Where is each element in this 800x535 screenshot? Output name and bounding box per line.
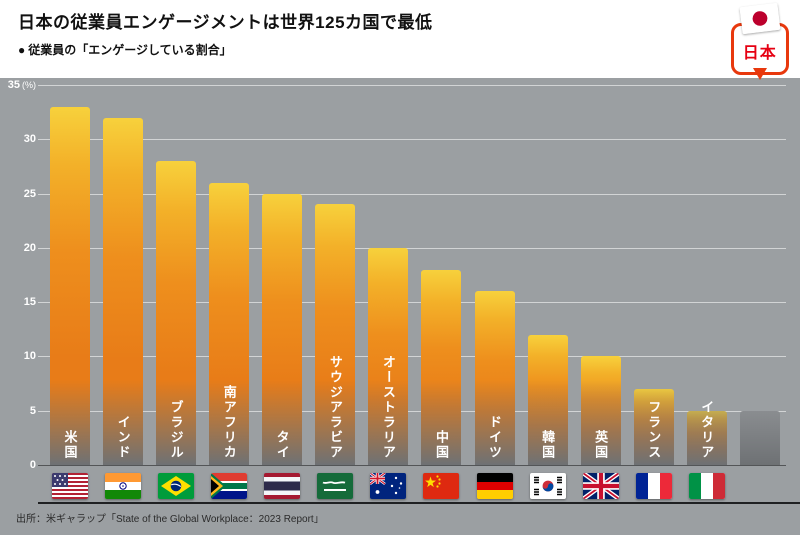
y-tick-25: 25 <box>23 187 36 200</box>
bar-label-in: インド <box>115 415 131 460</box>
y-tick-20: 20 <box>23 241 36 254</box>
gridline-25 <box>38 193 786 195</box>
bar-label-sa: サウジアラビア <box>327 355 343 460</box>
flag-jp-icon <box>739 2 781 35</box>
flag-sa-icon <box>317 473 354 499</box>
flag-gb-icon <box>582 473 619 499</box>
chart-subtitle: ● 従業員の「エンゲージしている割合」 <box>18 41 782 58</box>
flag-au-icon <box>370 473 407 499</box>
bar-label-de: ドイツ <box>487 415 502 460</box>
bar-label-br: ブラジル <box>168 400 184 460</box>
gridline-10 <box>38 356 786 358</box>
bar-label-cn: 中国 <box>433 430 449 460</box>
header: 日本の従業員エンゲージメントは世界125カ国で最低 ● 従業員の「エンゲージしてい… <box>0 0 800 59</box>
bar-sa: サウジアラビア <box>315 204 356 465</box>
y-tick-10: 10 <box>23 350 36 363</box>
flag-kr-icon <box>529 473 566 499</box>
subtitle-text: 従業員の「エンゲージしている割合」 <box>28 43 232 58</box>
gridline-0 <box>38 465 786 466</box>
bar-th: タイ <box>262 193 303 465</box>
bar-gb: 英国 <box>580 356 621 465</box>
gridline-15 <box>38 302 786 304</box>
source-note: 出所：米ギャラップ「State of the Global Workplace：… <box>16 514 324 525</box>
gridline-5 <box>38 410 786 412</box>
bar-label-za: 南アフリカ <box>221 385 237 460</box>
bar-series: 米国 インド ブラジル 南アフリカタイ サウジアラビア オーストラリア中国 ドイツ 韓国 英国 フ… <box>44 2 789 499</box>
bar-za: 南アフリカ <box>209 182 250 465</box>
japan-callout-bubble: 日本 <box>730 23 789 75</box>
bar-label-kr: 韓国 <box>540 430 556 460</box>
bar-br: ブラジル <box>156 161 197 465</box>
bar-label-fr: フランス <box>646 400 662 460</box>
bar-label-us: 米国 <box>62 430 78 460</box>
plot-area: 0 5 10 15 20 25 30 35 (%) 米国 インド ブラジル 南アフリカタイ サウジアラビア… <box>8 2 789 499</box>
chart-title: 日本の従業員エンゲージメントは世界125カ国で最低 <box>18 13 433 32</box>
flag-fr-icon <box>635 473 672 499</box>
y-tick-0: 0 <box>29 459 36 471</box>
japan-callout-label: 日本 <box>742 45 777 62</box>
y-tick-15: 15 <box>23 296 36 309</box>
bar-jp <box>739 410 780 465</box>
y-tick-5: 5 <box>29 404 36 417</box>
flag-it-icon <box>688 473 725 499</box>
flag-th-icon <box>264 473 301 499</box>
bar-in: インド <box>103 117 144 465</box>
subtitle-bullet: ● <box>18 43 26 58</box>
bar-column-au: オーストラリア <box>368 85 409 499</box>
flag-de-icon <box>476 473 513 499</box>
bar-column-sa: サウジアラビア <box>315 85 356 499</box>
bar-column-jp: 日本 <box>730 2 789 465</box>
bar-column-fr: フランス <box>633 85 674 499</box>
y-axis-unit: (%) <box>22 80 36 90</box>
gridline-20 <box>38 247 786 249</box>
bar-label-gb: 英国 <box>593 430 609 460</box>
bar-column-za: 南アフリカ <box>209 85 250 499</box>
flag-us-icon <box>52 473 88 499</box>
bar-column-th: タイ <box>262 85 303 499</box>
flag-cn-icon <box>423 473 460 499</box>
bar-column-us: 米国 <box>50 85 90 499</box>
bar-column-br: ブラジル <box>156 85 197 499</box>
bar-us: 米国 <box>50 106 90 465</box>
bar-column-kr: 韓国 <box>527 85 568 499</box>
bar-label-th: タイ <box>274 430 290 460</box>
bar-column-in: インド <box>103 85 144 499</box>
bar-cn: 中国 <box>421 269 462 465</box>
bar-au: オーストラリア <box>368 247 409 465</box>
y-tick-30: 30 <box>23 133 36 146</box>
japan-callout: 日本 <box>730 2 789 75</box>
axis-bottom-line <box>38 502 800 504</box>
bar-it: イタリア <box>686 400 727 465</box>
flag-br-icon <box>158 473 195 499</box>
gridline-35 <box>38 85 786 86</box>
bar-column-gb: 英国 <box>580 85 621 499</box>
bar-column-cn: 中国 <box>421 85 462 499</box>
bar-label-it: イタリア <box>699 400 715 460</box>
gridline-30 <box>38 139 786 141</box>
bar-column-de: ドイツ <box>474 85 515 499</box>
flag-in-icon <box>105 473 142 499</box>
bar-kr: 韓国 <box>527 334 568 465</box>
bar-fr: フランス <box>633 389 674 465</box>
bar-de: ドイツ <box>474 291 515 465</box>
flag-za-icon <box>211 473 248 499</box>
bar-column-it: イタリア <box>686 85 727 499</box>
y-tick-35: 35 (%) <box>7 79 36 91</box>
bar-label-au: オーストラリア <box>380 355 396 460</box>
